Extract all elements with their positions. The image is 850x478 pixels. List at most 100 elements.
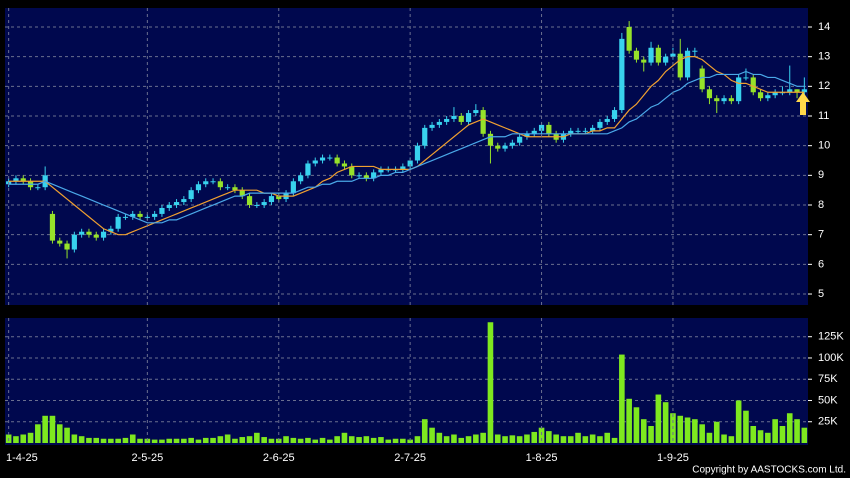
candle-body	[444, 118, 450, 122]
candle-body	[531, 130, 537, 134]
candle-body	[159, 207, 165, 214]
candle-body	[684, 50, 691, 78]
candle-body	[363, 175, 369, 179]
candle-body	[655, 47, 661, 63]
volume-bar	[750, 425, 757, 443]
y-tick-label: 8	[818, 199, 824, 211]
y-tick-label: 5	[818, 288, 824, 300]
y-tick-label: 11	[818, 110, 829, 122]
candle-body	[356, 175, 362, 177]
x-tick-label: 2-5-25	[131, 452, 163, 464]
x-tick-label: 2-6-25	[263, 452, 295, 464]
candle-body	[509, 142, 515, 146]
volume-bar	[115, 438, 121, 443]
candle-body	[414, 145, 421, 161]
volume-bar	[611, 437, 618, 443]
volume-bar	[567, 436, 574, 443]
candle-body	[276, 196, 282, 200]
y-tick-label: 50K	[818, 394, 838, 406]
candle-body	[619, 38, 625, 111]
volume-bar	[108, 438, 114, 443]
volume-bar	[283, 436, 289, 443]
volume-bar	[743, 410, 749, 443]
y-tick-label: 6	[818, 258, 824, 270]
candle-body	[290, 181, 296, 194]
volume-bar	[20, 434, 27, 443]
candle-body	[188, 190, 194, 200]
x-tick-label: 2-7-25	[394, 452, 426, 464]
candle-body	[79, 231, 85, 235]
volume-bar	[494, 434, 501, 443]
x-tick-label: 1-4-25	[6, 452, 38, 464]
candle-body	[487, 133, 494, 146]
y-tick-label: 25K	[818, 416, 838, 428]
candle-body	[495, 145, 501, 149]
volume-bar	[159, 439, 165, 443]
candle-body	[626, 26, 632, 51]
candle-body	[371, 172, 377, 179]
volume-bar	[801, 427, 808, 443]
candle-body	[49, 213, 56, 241]
volume-bar	[341, 432, 348, 443]
volume-bar	[188, 437, 194, 443]
volume-bar	[553, 434, 559, 443]
volume-bar	[122, 437, 129, 443]
volume-bar	[443, 436, 450, 443]
volume-bar	[699, 424, 705, 443]
volume-bar	[487, 322, 494, 443]
candle-body	[239, 190, 245, 197]
candle-body	[217, 181, 223, 188]
volume-bar	[502, 436, 508, 443]
candle-body	[334, 157, 340, 164]
candle-body	[706, 89, 713, 99]
y-tick-label: 12	[818, 80, 830, 92]
y-tick-label: 7	[818, 229, 824, 241]
candle-body	[429, 124, 435, 128]
candle-body	[13, 178, 19, 182]
candle-body	[268, 196, 275, 203]
candle-body	[71, 234, 77, 250]
candle-body	[765, 95, 771, 99]
candle-body	[225, 187, 231, 189]
candle-body	[480, 110, 486, 134]
volume-bar	[662, 402, 669, 443]
volume-bar	[334, 436, 340, 443]
price-panel	[5, 8, 808, 305]
volume-bar	[56, 424, 63, 443]
candle-body	[246, 196, 253, 206]
candle-body	[166, 205, 172, 208]
candle-body	[86, 231, 92, 235]
volume-bar	[202, 437, 209, 443]
volume-bar	[297, 438, 304, 443]
volume-bar	[655, 394, 662, 443]
volume-bar	[633, 407, 640, 443]
volume-bar	[181, 438, 187, 443]
candle-body	[633, 50, 640, 60]
volume-bar	[538, 427, 545, 443]
candle-body	[341, 163, 348, 167]
candle-body	[173, 202, 180, 206]
volume-bar	[473, 434, 479, 443]
candle-body	[582, 130, 588, 132]
candle-body	[663, 56, 669, 63]
volume-bar	[757, 430, 764, 443]
candle-body	[254, 205, 260, 207]
volume-bar	[524, 434, 530, 443]
volume-bar	[648, 425, 654, 443]
volume-bar	[414, 436, 421, 443]
volume-bar	[575, 432, 581, 443]
volume-bar	[93, 437, 100, 443]
candle-body	[692, 50, 698, 52]
candle-body	[144, 216, 150, 218]
volume-bar	[151, 439, 158, 443]
volume-bar	[451, 434, 457, 443]
volume-bar	[735, 400, 742, 443]
volume-bar	[421, 419, 428, 443]
candle-body	[298, 175, 304, 182]
volume-bar	[319, 437, 326, 443]
volume-bar	[27, 432, 34, 443]
volume-bar	[626, 398, 632, 443]
volume-bar	[356, 437, 362, 443]
volume-bar	[210, 437, 216, 443]
